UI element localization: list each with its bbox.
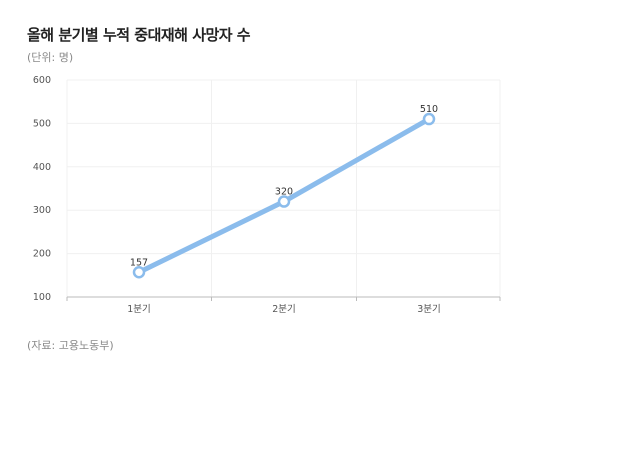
y-tick-label: 600 — [33, 75, 51, 86]
data-label: 320 — [275, 187, 293, 198]
chart-unit: (단위: 명) — [27, 51, 74, 64]
x-axis — [66, 296, 501, 301]
data-point — [277, 195, 291, 208]
data-label: 510 — [420, 104, 438, 115]
series — [132, 112, 436, 279]
y-tick-label: 500 — [33, 118, 51, 129]
y-tick-label: 300 — [33, 205, 51, 216]
y-tick-label: 200 — [33, 249, 51, 260]
data-point — [422, 112, 436, 126]
grid — [66, 79, 501, 297]
x-tick-label: 1분기 — [127, 304, 151, 315]
source-note: (자료: 고용노동부) — [27, 339, 114, 352]
y-tick-label: 400 — [33, 162, 51, 173]
data-point — [132, 266, 146, 279]
x-tick-labels: 1분기 2분기 3분기 — [127, 304, 441, 315]
data-label: 157 — [130, 257, 148, 268]
chart-title: 올해 분기별 누적 중대재해 사망자 수 — [27, 26, 251, 44]
y-axis: 100 200 300 400 500 600 — [33, 75, 51, 303]
x-tick-label: 2분기 — [272, 304, 296, 315]
y-tick-label: 100 — [33, 292, 51, 303]
x-tick-label: 3분기 — [417, 304, 441, 315]
data-labels: 157 320 510 — [130, 104, 438, 268]
line-chart: 100 200 300 400 500 600 1분기 2분기 3분기 157 320 510 — [33, 75, 501, 315]
